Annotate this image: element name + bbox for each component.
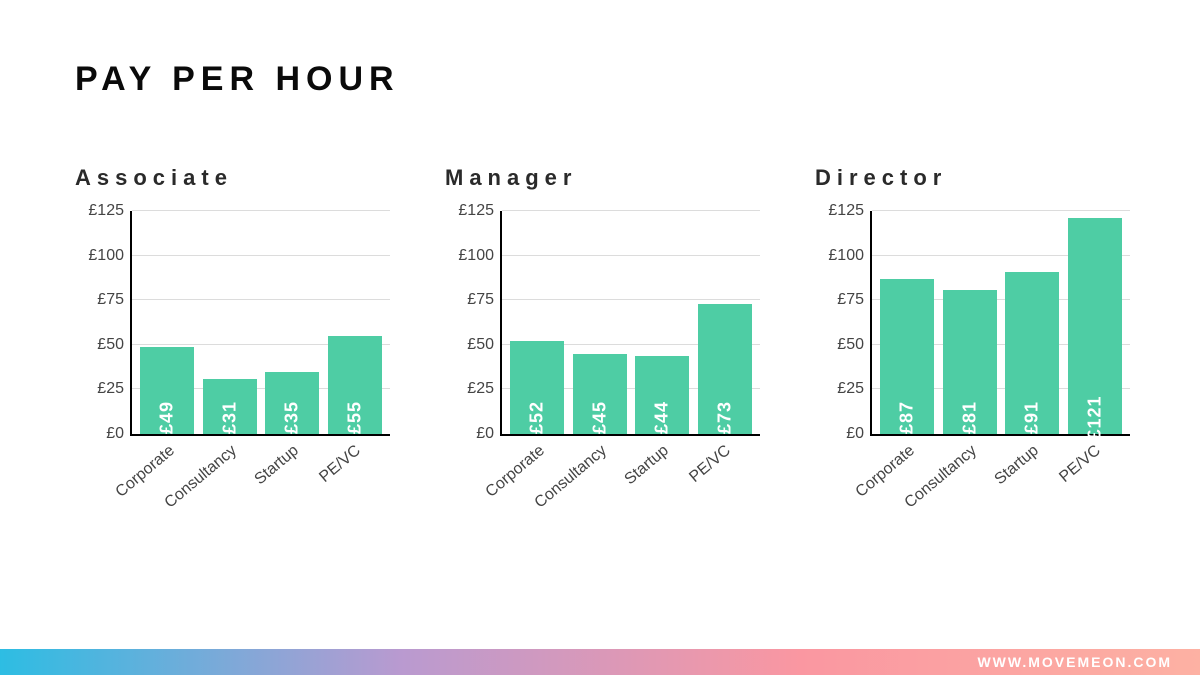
chart-plot: £0£25£50£75£100£125£87£81£91£121 bbox=[870, 211, 1130, 436]
chart-plot: £0£25£50£75£100£125£52£45£44£73 bbox=[500, 211, 760, 436]
page-title: PAY PER HOUR bbox=[75, 60, 400, 99]
bar-value-label: £49 bbox=[157, 401, 178, 434]
bar-value-label: £35 bbox=[282, 401, 303, 434]
y-tick-label: £125 bbox=[88, 202, 132, 220]
charts-row: Associate £0 £25 £50 £75 £100 £125 £49 £31 £35 £55… bbox=[75, 165, 1135, 526]
bar-value-label: £121 bbox=[1084, 395, 1105, 439]
bar: £87 bbox=[880, 279, 934, 434]
y-tick-label: £125 bbox=[458, 202, 502, 220]
x-tick-label: PE/VC bbox=[316, 442, 364, 487]
x-tick-label: Startup bbox=[251, 442, 302, 489]
bars-container: £52 £45 £44 £73 bbox=[502, 211, 760, 434]
y-tick-label: £50 bbox=[467, 336, 502, 354]
x-tick-label: Startup bbox=[991, 442, 1042, 489]
y-tick-label: £0 bbox=[846, 425, 872, 443]
chart-title: Associate bbox=[75, 165, 395, 191]
y-tick-label: £100 bbox=[88, 247, 132, 265]
bar-value-label: £45 bbox=[589, 401, 610, 434]
bar-value-label: £81 bbox=[959, 401, 980, 434]
y-tick-label: £75 bbox=[837, 291, 872, 309]
x-labels: CorporateConsultancyStartupPE/VC bbox=[130, 436, 390, 526]
y-tick-label: £125 bbox=[828, 202, 872, 220]
bar-value-label: £87 bbox=[897, 401, 918, 434]
y-tick-label: £0 bbox=[106, 425, 132, 443]
bar-value-label: £73 bbox=[714, 401, 735, 434]
y-tick-label: £50 bbox=[97, 336, 132, 354]
chart-plot: £0£25£50£75£100£125£49£31£35£55 bbox=[130, 211, 390, 436]
y-tick-label: £25 bbox=[837, 380, 872, 398]
bar: £49 bbox=[140, 347, 194, 434]
bar-value-label: £44 bbox=[652, 401, 673, 434]
x-labels: CorporateConsultancyStartupPE/VC bbox=[870, 436, 1130, 526]
x-tick-label: PE/VC bbox=[1056, 442, 1104, 487]
bar-value-label: £55 bbox=[344, 401, 365, 434]
chart-title: Director bbox=[815, 165, 1135, 191]
chart-title: Manager bbox=[445, 165, 765, 191]
y-tick-label: £25 bbox=[467, 380, 502, 398]
footer-bar: WWW.MOVEMEON.COM bbox=[0, 649, 1200, 675]
bar: £52 bbox=[510, 341, 564, 434]
chart-panel: Manager£0£25£50£75£100£125£52£45£44£73Co… bbox=[445, 165, 765, 526]
bar: £35 bbox=[265, 372, 319, 434]
x-labels: CorporateConsultancyStartupPE/VC bbox=[500, 436, 760, 526]
bar: £31 bbox=[203, 379, 257, 434]
x-tick-label: PE/VC bbox=[686, 442, 734, 487]
bar: £81 bbox=[943, 290, 997, 435]
y-tick-label: £75 bbox=[467, 291, 502, 309]
y-tick-label: £100 bbox=[458, 247, 502, 265]
bar: £91 bbox=[1005, 272, 1059, 434]
y-tick-label: £25 bbox=[97, 380, 132, 398]
bar: £55 bbox=[328, 336, 382, 434]
footer-url: WWW.MOVEMEON.COM bbox=[977, 654, 1172, 670]
y-tick-label: £0 bbox=[476, 425, 502, 443]
y-tick-label: £100 bbox=[828, 247, 872, 265]
bar-value-label: £31 bbox=[219, 401, 240, 434]
bar: £44 bbox=[635, 356, 689, 434]
bar-value-label: £91 bbox=[1022, 401, 1043, 434]
x-tick-label: Startup bbox=[621, 442, 672, 489]
chart-panel: Associate £0 £25 £50 £75 £100 £125 £49 £31 £35 £55… bbox=[75, 165, 395, 526]
bar: £121 bbox=[1068, 218, 1122, 434]
bar: £45 bbox=[573, 354, 627, 434]
y-tick-label: £50 bbox=[837, 336, 872, 354]
chart-panel: Director £0 £25 £50 £75 £100 £125 £87 £81 £91 £121… bbox=[815, 165, 1135, 526]
bars-container: £49 £31 £35 £55 bbox=[132, 211, 390, 434]
bars-container: £87 £81 £91 £121 bbox=[872, 211, 1130, 434]
bar: £73 bbox=[698, 304, 752, 434]
bar-value-label: £52 bbox=[527, 401, 548, 434]
y-tick-label: £75 bbox=[97, 291, 132, 309]
